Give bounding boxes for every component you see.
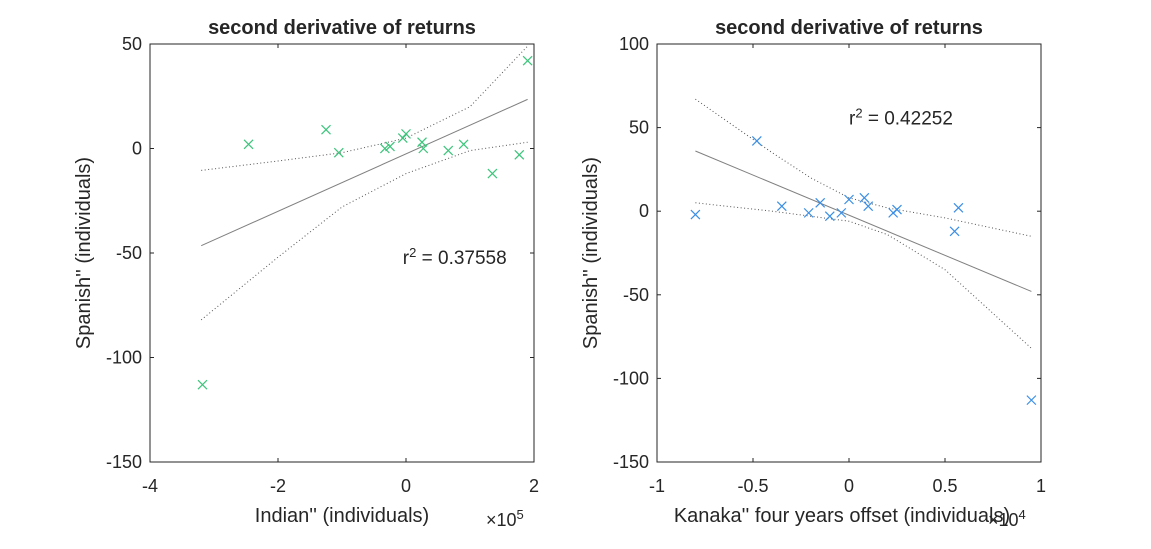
data-point <box>953 202 964 213</box>
data-point <box>443 145 454 156</box>
x-tick-label: 0 <box>844 476 854 496</box>
y-tick-label: -150 <box>106 452 142 472</box>
chart-right-title: second derivative of returns <box>715 17 983 39</box>
y-tick-label: 50 <box>122 34 142 54</box>
data-point <box>243 139 254 150</box>
chart-left-title: second derivative of returns <box>208 17 476 39</box>
data-point <box>385 141 395 152</box>
chart-left-plot-area <box>149 43 535 463</box>
data-point <box>1026 395 1037 406</box>
data-point <box>397 133 408 143</box>
chart-left: second derivative of returns -4 -2 0 2-150-… <box>73 17 539 530</box>
data-point <box>487 168 498 179</box>
y-tick-label: -50 <box>116 243 142 263</box>
data-point <box>803 207 814 218</box>
x-tick-label: -2 <box>270 476 286 496</box>
x-tick-label: 2 <box>529 476 539 496</box>
y-tick-label: 0 <box>639 201 649 221</box>
x-tick-label: 0.5 <box>932 476 957 496</box>
y-tick-label: -100 <box>613 368 649 388</box>
y-tick-label: 100 <box>619 34 649 54</box>
chart-left-fit-line <box>200 98 528 247</box>
chart-right-r2-annotation: r2 = 0.42252 <box>849 105 953 129</box>
y-tick-label: 50 <box>629 118 649 138</box>
data-point <box>417 137 427 148</box>
data-point <box>949 226 960 237</box>
data-point <box>514 149 525 160</box>
chart-left-x-multiplier: ×105 <box>486 507 524 531</box>
data-point <box>844 194 854 205</box>
x-tick-label: -1 <box>649 476 665 496</box>
x-tick-label: 1 <box>1036 476 1046 496</box>
x-tick-label: 0 <box>401 476 411 496</box>
data-point <box>859 192 870 203</box>
y-tick-label: 0 <box>132 139 142 159</box>
data-point <box>863 201 874 212</box>
data-point <box>824 211 835 222</box>
chart-right-x-multiplier: ×104 <box>988 507 1026 531</box>
confidence-lower <box>695 202 1032 349</box>
chart-right-x-axis-label: Kanaka'' four years offset (individuals) <box>674 505 1010 527</box>
chart-right-confidence-bands <box>695 98 1032 349</box>
chart-right: second derivative of returns -1 -0.5 0 0.5 1… <box>580 17 1046 530</box>
chart-right-fit-line <box>695 150 1032 292</box>
data-point <box>418 143 429 154</box>
regression-line <box>695 150 1032 292</box>
chart-right-ticks: -1 -0.5 0 0.5 1 -150 -100 -50 0 50 100 <box>613 34 1046 496</box>
data-point <box>892 204 902 215</box>
x-tick-label: -0.5 <box>737 476 768 496</box>
data-point <box>815 197 826 208</box>
data-point <box>522 55 533 66</box>
y-tick-label: -100 <box>106 348 142 368</box>
data-point <box>321 124 331 135</box>
data-point <box>836 207 847 218</box>
y-tick-label: -50 <box>623 285 649 305</box>
data-point <box>401 128 411 139</box>
chart-left-r2-annotation: r2 = 0.37558 <box>403 245 507 270</box>
regression-line <box>200 98 528 247</box>
confidence-upper <box>695 98 1032 237</box>
data-point <box>379 143 390 154</box>
data-point <box>690 209 701 220</box>
chart-left-x-axis-label: Indian'' (individuals) <box>255 505 429 527</box>
data-point <box>776 201 787 212</box>
y-tick-label: -150 <box>613 452 649 472</box>
data-point <box>751 136 762 146</box>
chart-right-plot-area <box>656 43 1042 463</box>
chart-left-y-axis-label: Spanish'' (individuals) <box>73 157 95 349</box>
x-tick-label: -4 <box>142 476 158 496</box>
data-point <box>458 139 469 150</box>
chart-left-points <box>197 55 533 390</box>
chart-right-y-axis-label: Spanish'' (individuals) <box>580 157 602 349</box>
chart-left-ticks: -4 -2 0 2 -150 -100 -50 0 50 <box>106 34 539 496</box>
data-point <box>333 147 344 158</box>
data-point <box>197 379 208 390</box>
chart-right-points <box>690 136 1037 406</box>
